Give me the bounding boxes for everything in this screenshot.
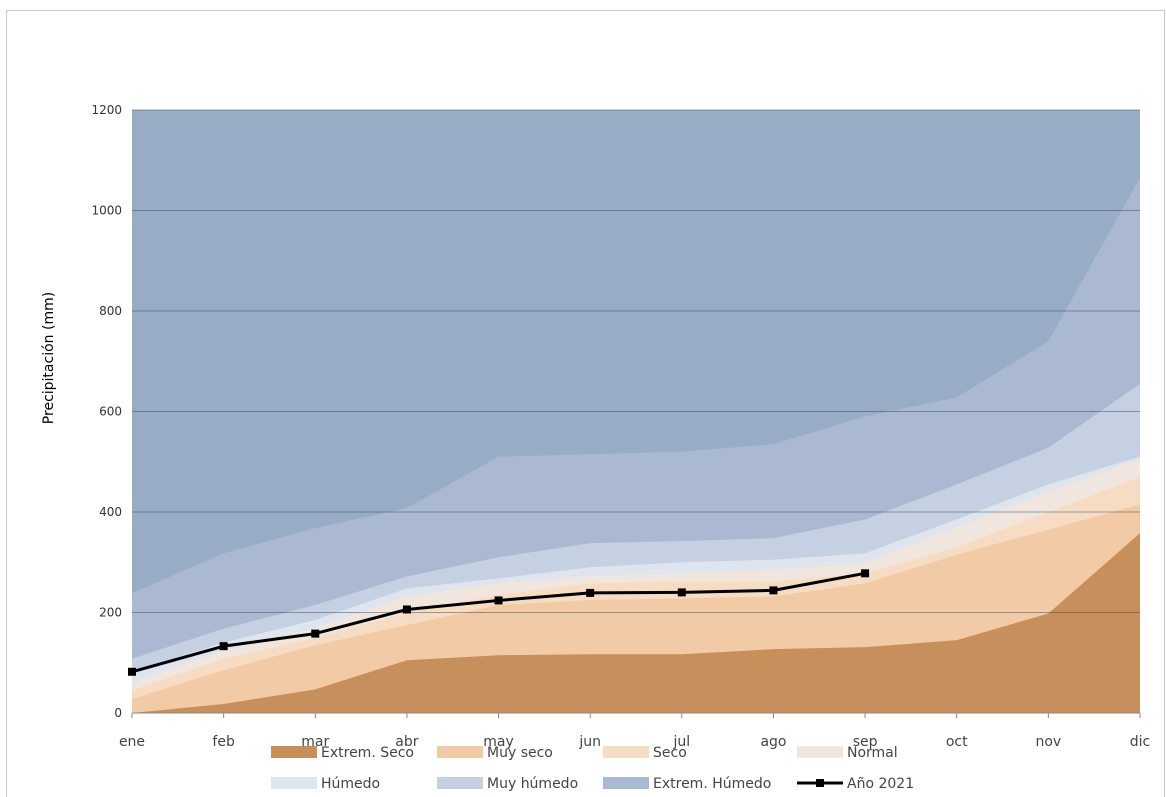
- x-tick-label: feb: [212, 734, 235, 750]
- y-tick-label: 0: [114, 706, 122, 720]
- x-tick-label: oct: [946, 734, 968, 750]
- data-point-marker: [677, 588, 686, 597]
- legend: Extrem. Seco Muy seco Seco Normal Húmedo Muy …: [271, 745, 914, 792]
- legend-marker: [816, 779, 824, 787]
- y-tick-label: 1200: [91, 103, 122, 117]
- gridlines: [132, 109, 1140, 613]
- y-tick-label: 600: [99, 405, 122, 419]
- data-point-marker: [586, 588, 595, 597]
- legend-label: Muy seco: [487, 745, 553, 761]
- area-extrem-seco: [132, 533, 1140, 713]
- legend-item: Muy seco: [437, 745, 553, 761]
- y-tick-label: 400: [99, 505, 122, 519]
- y-tick-label: 200: [99, 606, 122, 620]
- legend-item: Húmedo: [271, 776, 380, 792]
- data-point-marker: [861, 569, 870, 578]
- x-tick-label: jul: [672, 734, 690, 750]
- x-tick-label: jun: [578, 734, 601, 750]
- legend-label: Extrem. Húmedo: [653, 776, 771, 792]
- legend-label: Año 2021: [847, 776, 914, 792]
- legend-swatch: [271, 746, 317, 758]
- legend-swatch: [271, 777, 317, 789]
- legend-swatch: [603, 746, 649, 758]
- y-axis: 0 200 400 600 800 1000 1200: [91, 103, 122, 720]
- legend-item: Año 2021: [797, 776, 914, 792]
- x-tick-label: abr: [395, 734, 418, 750]
- x-tick-label: ene: [119, 734, 145, 750]
- data-point-marker: [402, 605, 411, 614]
- y-tick-label: 800: [99, 304, 122, 318]
- legend-label: Húmedo: [321, 776, 380, 792]
- legend-swatch: [603, 777, 649, 789]
- year-2021-series: [128, 569, 870, 676]
- x-tick-label: nov: [1035, 734, 1061, 750]
- legend-swatch: [797, 746, 843, 758]
- x-tick-label: dic: [1130, 734, 1150, 750]
- legend-swatch: [437, 746, 483, 758]
- data-point-marker: [311, 629, 320, 638]
- legend-label: Extrem. Seco: [321, 745, 414, 761]
- data-point-marker: [494, 596, 503, 605]
- x-tick-label: may: [483, 734, 514, 750]
- y-tick-label: 1000: [91, 204, 122, 218]
- x-axis: ene feb mar abr may jun jul ago sep oct nov dic: [119, 712, 1150, 750]
- data-point-marker: [219, 642, 228, 651]
- y-axis-label: Precipitación (mm): [41, 292, 57, 424]
- legend-item: Extrem. Húmedo: [603, 776, 771, 792]
- x-tick-label: ago: [760, 734, 786, 750]
- legend-item: Normal: [797, 745, 898, 761]
- legend-label: Normal: [847, 745, 898, 761]
- legend-label: Muy húmedo: [487, 776, 578, 792]
- legend-swatch: [437, 777, 483, 789]
- data-point-marker: [769, 586, 778, 595]
- legend-label: Seco: [653, 745, 687, 761]
- data-point-marker: [128, 667, 136, 676]
- legend-item: Extrem. Seco: [271, 745, 414, 761]
- legend-item: Seco: [603, 745, 687, 761]
- x-tick-label: sep: [853, 734, 878, 750]
- legend-item: Muy húmedo: [437, 776, 578, 792]
